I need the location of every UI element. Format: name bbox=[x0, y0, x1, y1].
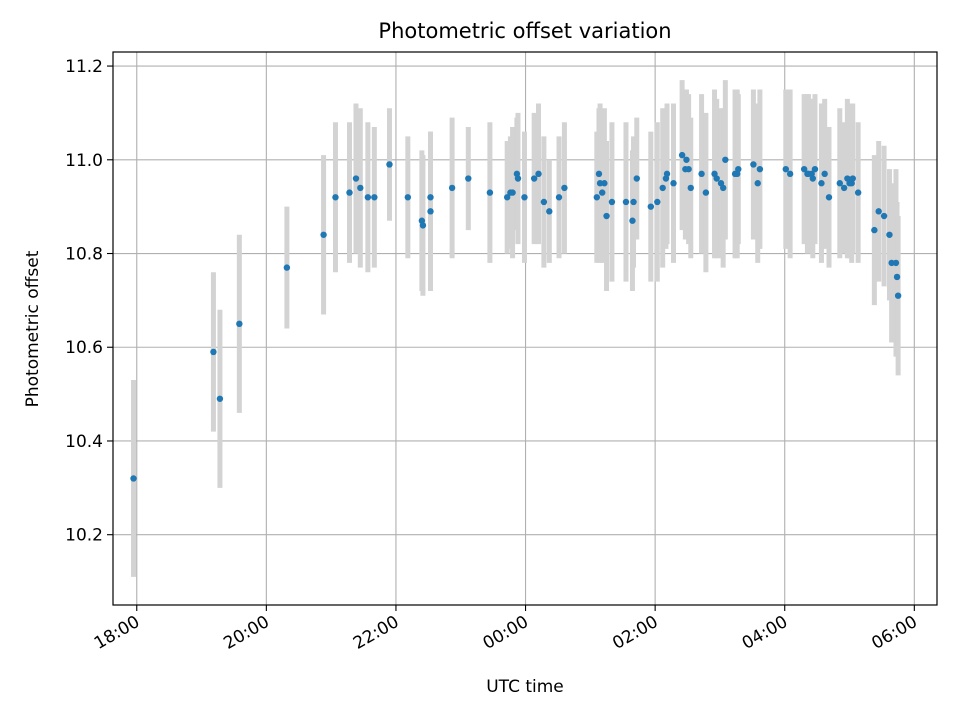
data-point bbox=[647, 203, 655, 210]
data-point bbox=[130, 475, 137, 482]
chart-title: Photometric offset variation bbox=[378, 19, 671, 43]
y-axis-label: Photometric offset bbox=[23, 250, 43, 407]
data-point bbox=[386, 161, 393, 168]
data-point bbox=[599, 189, 606, 196]
y-tick-label: 10.4 bbox=[65, 432, 103, 452]
data-point bbox=[685, 165, 692, 173]
data-point bbox=[687, 184, 694, 192]
data-point bbox=[404, 194, 412, 201]
y-tick-label: 11.0 bbox=[65, 151, 103, 171]
data-point bbox=[633, 175, 640, 182]
data-point bbox=[332, 194, 339, 201]
data-point bbox=[654, 198, 661, 206]
y-axis: 10.2 10.4 10.6 10.8 11.0 11.2 bbox=[65, 57, 113, 546]
data-point bbox=[357, 184, 364, 192]
x-axis-label: UTC time bbox=[486, 677, 564, 697]
data-point bbox=[320, 231, 327, 238]
y-tick-label: 10.2 bbox=[65, 526, 103, 546]
data-point bbox=[702, 189, 710, 196]
data-point bbox=[419, 222, 427, 229]
data-point bbox=[593, 194, 601, 201]
data-point bbox=[840, 184, 848, 192]
data-point bbox=[722, 156, 729, 163]
data-point bbox=[364, 194, 372, 201]
data-point bbox=[719, 184, 727, 192]
data-point bbox=[210, 348, 217, 356]
y-tick-label: 10.8 bbox=[65, 245, 103, 265]
data-point bbox=[608, 198, 616, 206]
data-point bbox=[713, 175, 720, 182]
data-point bbox=[854, 189, 862, 196]
data-point bbox=[663, 170, 671, 178]
data-point bbox=[236, 320, 243, 328]
data-point bbox=[659, 184, 666, 192]
data-point bbox=[875, 208, 882, 215]
data-point bbox=[530, 175, 538, 182]
data-point bbox=[465, 175, 472, 182]
data-point bbox=[849, 175, 856, 182]
data-point bbox=[216, 395, 224, 402]
data-point bbox=[750, 161, 757, 168]
data-point bbox=[825, 194, 833, 201]
data-point bbox=[540, 198, 548, 206]
data-point bbox=[427, 208, 434, 215]
data-point bbox=[346, 189, 353, 196]
data-point bbox=[486, 189, 494, 196]
data-point bbox=[809, 175, 817, 182]
data-point bbox=[427, 194, 434, 201]
y-tick-label: 10.6 bbox=[65, 338, 103, 358]
data-point bbox=[555, 194, 563, 201]
data-point bbox=[521, 194, 528, 201]
data-point bbox=[683, 156, 690, 163]
data-point bbox=[811, 165, 819, 173]
data-point bbox=[535, 170, 542, 178]
data-point bbox=[352, 175, 360, 182]
data-point bbox=[603, 212, 610, 220]
data-point bbox=[800, 165, 808, 173]
data-point bbox=[283, 264, 291, 271]
data-point bbox=[818, 180, 825, 187]
data-point bbox=[503, 194, 511, 201]
data-point bbox=[836, 180, 844, 187]
data-point bbox=[448, 184, 456, 192]
data-point bbox=[561, 184, 568, 192]
data-point bbox=[630, 198, 637, 206]
data-point bbox=[629, 217, 636, 224]
data-point bbox=[509, 189, 516, 196]
data-point bbox=[678, 151, 686, 159]
data-point bbox=[821, 170, 828, 178]
data-point bbox=[546, 208, 553, 215]
data-point bbox=[670, 180, 677, 187]
data-point bbox=[595, 170, 603, 178]
data-point bbox=[871, 226, 878, 234]
data-point bbox=[622, 198, 630, 206]
data-point bbox=[698, 170, 705, 178]
data-point bbox=[880, 212, 888, 220]
data-point bbox=[514, 175, 522, 182]
y-tick-label: 11.2 bbox=[65, 57, 103, 77]
data-point bbox=[892, 259, 900, 267]
data-point bbox=[782, 165, 790, 173]
data-point bbox=[786, 170, 794, 178]
data-point bbox=[893, 273, 901, 281]
data-point bbox=[735, 165, 742, 173]
data-point bbox=[754, 180, 761, 187]
data-point bbox=[601, 180, 608, 187]
data-point bbox=[756, 165, 764, 173]
data-point bbox=[371, 194, 378, 201]
data-point bbox=[886, 231, 893, 238]
data-points bbox=[130, 151, 902, 482]
data-point bbox=[894, 292, 902, 299]
